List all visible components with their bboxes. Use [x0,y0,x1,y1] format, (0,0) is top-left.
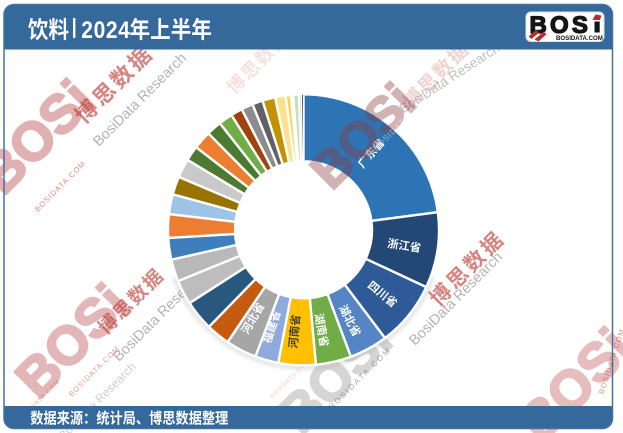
svg-text:2024: 2024 [81,17,130,44]
svg-text:BOSIDATA.COM: BOSIDATA.COM [556,35,603,42]
svg-text:BOS: BOS [530,12,592,39]
